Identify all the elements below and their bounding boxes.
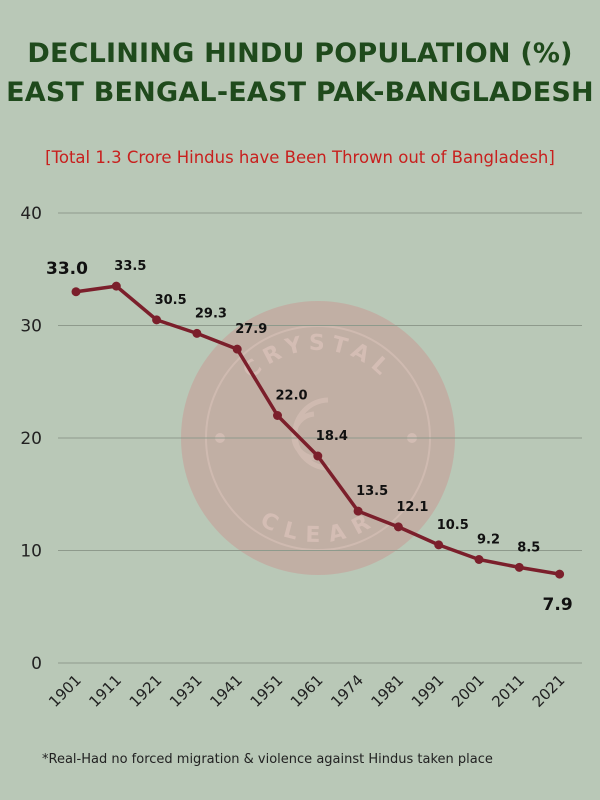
x-tick-label: 1941	[206, 671, 246, 711]
data-labels: 33.0 33.5 30.5 29.3 27.9 22.0 18.4 13.5 12.1 10.5…	[46, 259, 573, 615]
data-label: 27.9	[235, 322, 267, 337]
x-tick-label: 1921	[126, 671, 166, 711]
data-point	[313, 451, 323, 461]
x-tick-label: 2011	[488, 671, 528, 711]
y-tick-label: 0	[31, 654, 42, 674]
x-tick-label: 1974	[327, 671, 367, 711]
y-tick-label: 20	[20, 429, 42, 449]
data-label: 9.2	[477, 533, 500, 548]
x-tick-label: 1931	[166, 671, 206, 711]
x-tick-label: 2021	[529, 671, 569, 711]
data-point	[273, 411, 282, 420]
data-point	[353, 506, 363, 516]
data-label: 8.5	[517, 540, 540, 555]
data-label: 33.5	[114, 259, 146, 274]
x-tick-label: 1901	[45, 671, 85, 711]
data-point	[514, 562, 524, 572]
data-label: 29.3	[195, 306, 227, 321]
data-point	[232, 344, 242, 354]
chart-subtitle: [Total 1.3 Crore Hindus have Been Thrown…	[45, 148, 555, 167]
x-tick-label: 1961	[287, 671, 327, 711]
grid-lines	[58, 212, 582, 664]
y-tick-label: 30	[20, 317, 42, 337]
data-point	[152, 315, 162, 325]
x-tick-label: 2001	[448, 671, 488, 711]
data-point	[474, 555, 484, 564]
data-point	[192, 328, 202, 338]
x-tick-label: 1981	[367, 671, 407, 711]
data-label: 7.9	[543, 595, 573, 615]
series-hindu-population	[71, 281, 565, 579]
data-label: 33.0	[46, 259, 88, 279]
chart-title-line2: EAST BENGAL-EAST PAK-BANGLADESH	[6, 77, 594, 108]
data-label: 22.0	[276, 389, 308, 404]
data-label: 10.5	[437, 518, 469, 533]
y-axis-ticks: 0 10 20 30 40	[20, 204, 42, 674]
x-tick-label: 1911	[85, 671, 125, 711]
data-point	[71, 287, 81, 297]
chart-title-line1: DECLINING HINDU POPULATION (%)	[27, 38, 573, 69]
y-tick-label: 10	[20, 542, 42, 562]
data-point	[434, 540, 444, 550]
data-label: 13.5	[356, 484, 388, 499]
x-axis-ticks: 1901 1911 1921 1931 1941 1951 1961 1974 1981 1991…	[45, 671, 568, 711]
data-label: 30.5	[155, 293, 187, 308]
footnote: *Real-Had no forced migration & violence…	[42, 752, 493, 767]
data-label: 12.1	[396, 500, 428, 515]
y-tick-label: 40	[20, 204, 42, 224]
data-point	[555, 569, 565, 579]
x-tick-label: 1991	[408, 671, 448, 711]
data-point	[393, 522, 403, 532]
data-point	[111, 281, 121, 291]
data-label: 18.4	[316, 429, 348, 444]
x-tick-label: 1951	[247, 671, 287, 711]
